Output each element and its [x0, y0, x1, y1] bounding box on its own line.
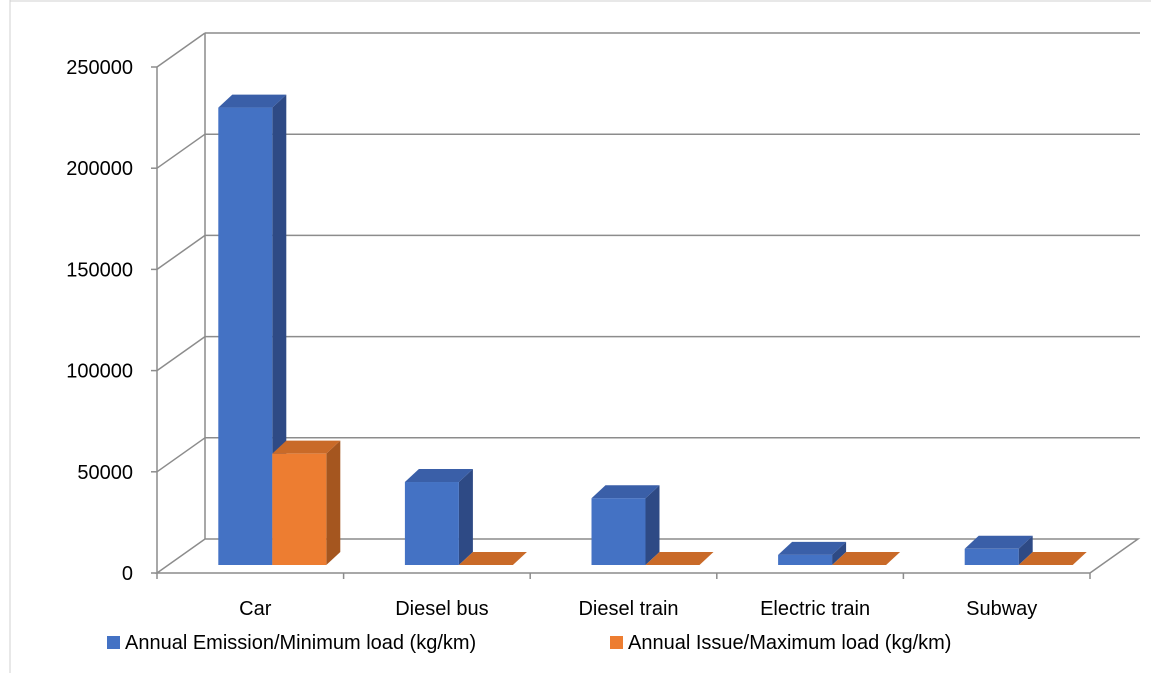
gridline-slant [156, 437, 206, 473]
y-tick-label: 0 [122, 563, 133, 585]
bar-top [458, 552, 527, 565]
bar-top [832, 552, 901, 565]
bar-top [645, 552, 714, 565]
legend-item: Annual Issue/Maximum load (kg/km) [610, 632, 951, 654]
legend: Annual Emission/Minimum load (kg/km) Annu… [107, 632, 951, 654]
bar-side [326, 440, 341, 565]
gridline-slant [156, 335, 206, 372]
gridline-slant [156, 32, 206, 68]
bar-side [645, 485, 660, 565]
bar-top [964, 535, 1033, 549]
floor-plane [154, 538, 1141, 574]
legend-label: Annual Issue/Maximum load (kg/km) [628, 632, 951, 654]
y-tick-label: 100000 [66, 361, 133, 383]
bar [832, 552, 901, 565]
bar [1018, 552, 1087, 565]
chart-floor [154, 538, 1141, 574]
bar-front [272, 453, 327, 565]
bar-side [1018, 535, 1033, 565]
bar-top [1018, 552, 1087, 565]
bar-top [272, 440, 341, 454]
bar-top [404, 469, 473, 483]
legend-label: Annual Emission/Minimum load (kg/km) [125, 632, 476, 654]
legend-swatch [107, 636, 120, 649]
bar [404, 469, 473, 565]
y-axis: 0 50000 100000 150000 200000 250000 [66, 33, 206, 585]
x-tick-label: Diesel train [578, 598, 678, 620]
y-tick-label: 250000 [66, 57, 133, 79]
legend-item: Annual Emission/Minimum load (kg/km) [107, 632, 476, 654]
bar-front [404, 482, 459, 565]
bar-front [591, 498, 646, 565]
bar-side [832, 541, 847, 565]
bars [218, 94, 1087, 566]
bar-top [591, 485, 660, 499]
bar [458, 552, 527, 565]
bar [272, 440, 341, 565]
bar-top [778, 541, 847, 555]
bar-front [964, 548, 1019, 565]
x-tick-label: Diesel bus [395, 598, 488, 620]
bar-front [218, 107, 273, 566]
y-tick-label: 150000 [66, 259, 133, 281]
chart-walls [9, 0, 1151, 673]
gridline-slant [156, 133, 206, 169]
y-tick-label: 200000 [66, 158, 133, 180]
x-axis: Car Diesel bus Diesel train Electric train S… [156, 573, 1091, 620]
x-tick-label: Subway [966, 598, 1037, 620]
bar-front [778, 554, 833, 565]
bar [645, 552, 714, 565]
gridlines [156, 32, 1140, 473]
legend-swatch [610, 636, 623, 649]
y-tick-label: 50000 [77, 462, 133, 484]
gridline-slant [156, 234, 206, 271]
bar [964, 535, 1033, 565]
bar [591, 485, 660, 565]
bar [778, 541, 847, 565]
x-tick-label: Car [239, 598, 272, 620]
bar-top [218, 94, 287, 108]
bar-side [458, 469, 473, 565]
bar [218, 94, 287, 566]
x-tick-label: Electric train [760, 598, 870, 620]
